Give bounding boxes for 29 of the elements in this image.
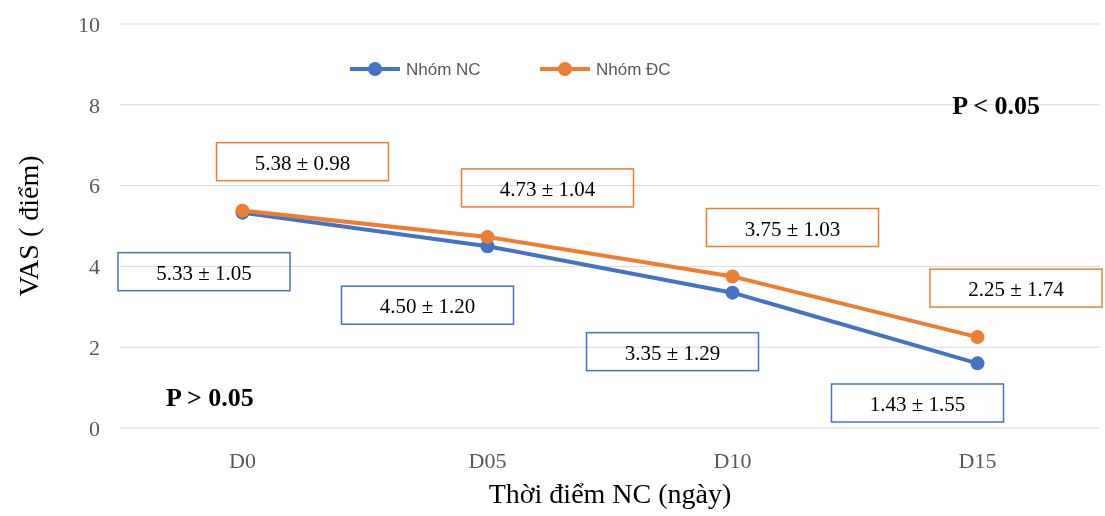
x-tick-label: D15: [958, 448, 997, 473]
y-tick-label: 2: [89, 334, 100, 360]
legend-label: Nhóm ĐC: [596, 59, 671, 79]
annotation: 3.75 ± 1.03: [744, 216, 841, 241]
y-tick-label: 6: [89, 173, 100, 199]
annotation: P > 0.05: [166, 383, 254, 412]
annotation: 1.43 ± 1.55: [869, 392, 966, 416]
x-tick-label: D10: [713, 448, 752, 473]
y-tick-label: 4: [89, 254, 100, 280]
y-tick-label: 0: [89, 415, 100, 441]
y-axis-title: VAS ( điểm): [13, 155, 44, 297]
y-tick-label: 8: [89, 92, 100, 118]
x-axis-title: Thời điểm NC (ngày): [488, 478, 732, 509]
annotation: 5.33 ± 1.05: [156, 260, 252, 285]
annotation: 4.73 ± 1.04: [499, 176, 596, 201]
x-tick-label: D05: [468, 448, 507, 473]
x-tick-label: D0: [229, 448, 256, 473]
annotation: 3.35 ± 1.29: [624, 340, 721, 365]
point: [970, 356, 985, 371]
annotation: 5.38 ± 0.98: [254, 150, 351, 175]
point: [725, 269, 740, 284]
point: [480, 229, 495, 244]
annotation: P < 0.05: [952, 91, 1040, 120]
annotation: 4.50 ± 1.20: [379, 294, 476, 319]
y-tick-label: 10: [78, 11, 100, 37]
point: [725, 285, 740, 300]
point: [970, 330, 985, 345]
annotation: 2.25 ± 1.74: [968, 277, 1065, 302]
legend-label: Nhóm NC: [406, 59, 481, 79]
